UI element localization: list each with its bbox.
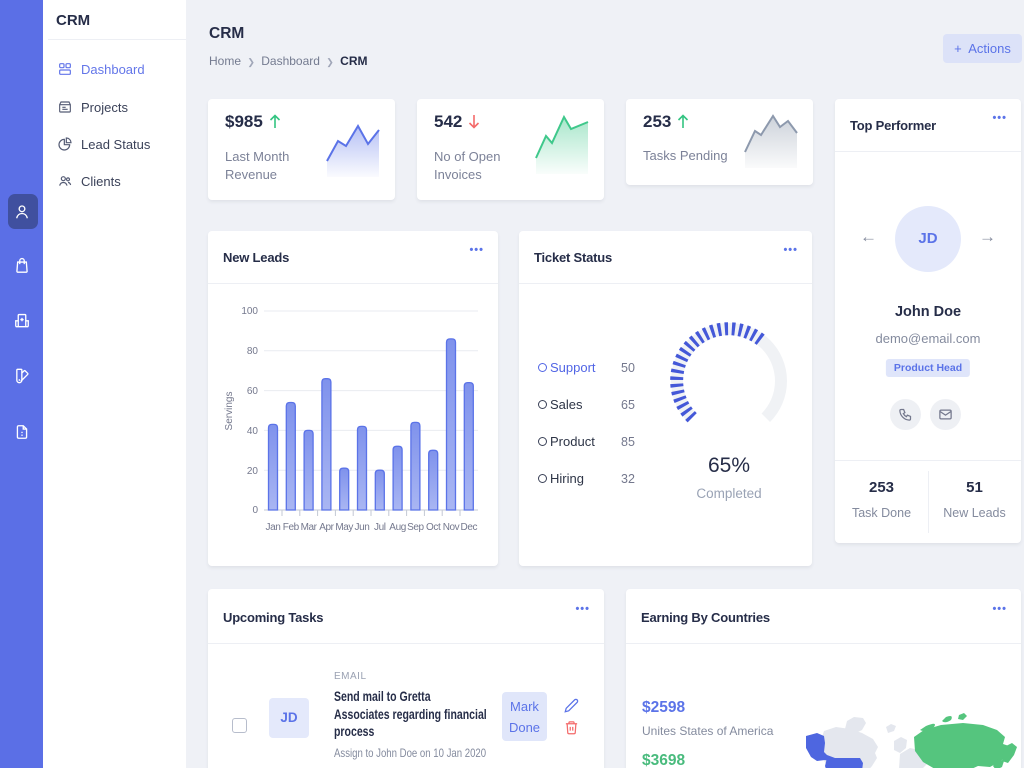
svg-text:Jan: Jan [266, 522, 281, 533]
svg-text:Jun: Jun [355, 522, 370, 533]
svg-text:20: 20 [247, 466, 259, 477]
svg-text:Aug: Aug [389, 522, 406, 533]
svg-text:Nov: Nov [443, 522, 460, 533]
svg-text:40: 40 [247, 426, 259, 437]
svg-text:0: 0 [252, 505, 258, 516]
svg-text:Mar: Mar [301, 522, 318, 533]
svg-text:100: 100 [241, 306, 258, 317]
svg-text:Oct: Oct [426, 522, 441, 533]
svg-text:80: 80 [247, 346, 259, 357]
svg-text:Jul: Jul [374, 522, 386, 533]
svg-text:Dec: Dec [461, 522, 478, 533]
svg-text:Apr: Apr [319, 522, 334, 533]
svg-text:60: 60 [247, 386, 259, 397]
svg-text:May: May [335, 522, 353, 533]
svg-text:Sep: Sep [407, 522, 424, 533]
svg-text:Servings: Servings [224, 392, 235, 431]
svg-text:Feb: Feb [283, 522, 300, 533]
